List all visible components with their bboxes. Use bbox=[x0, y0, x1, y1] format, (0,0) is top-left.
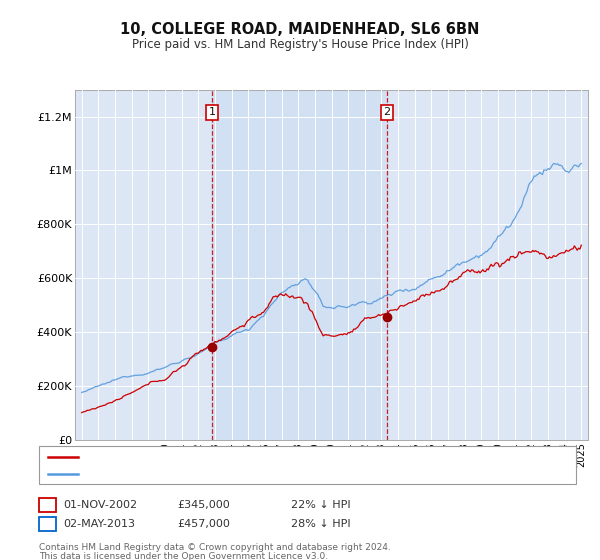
Text: £457,000: £457,000 bbox=[177, 519, 230, 529]
Text: 28% ↓ HPI: 28% ↓ HPI bbox=[291, 519, 350, 529]
Text: £345,000: £345,000 bbox=[177, 500, 230, 510]
Text: 1: 1 bbox=[44, 500, 51, 510]
Text: 1: 1 bbox=[209, 108, 215, 118]
Text: Price paid vs. HM Land Registry's House Price Index (HPI): Price paid vs. HM Land Registry's House … bbox=[131, 38, 469, 50]
Text: 22% ↓ HPI: 22% ↓ HPI bbox=[291, 500, 350, 510]
Text: 01-NOV-2002: 01-NOV-2002 bbox=[63, 500, 137, 510]
Text: 10, COLLEGE ROAD, MAIDENHEAD, SL6 6BN: 10, COLLEGE ROAD, MAIDENHEAD, SL6 6BN bbox=[121, 22, 479, 38]
Text: 2: 2 bbox=[44, 519, 51, 529]
Text: 02-MAY-2013: 02-MAY-2013 bbox=[63, 519, 135, 529]
Text: HPI: Average price, detached house, Windsor and Maidenhead: HPI: Average price, detached house, Wind… bbox=[84, 469, 395, 479]
Text: 10, COLLEGE ROAD, MAIDENHEAD, SL6 6BN (detached house): 10, COLLEGE ROAD, MAIDENHEAD, SL6 6BN (d… bbox=[84, 452, 395, 462]
Text: Contains HM Land Registry data © Crown copyright and database right 2024.: Contains HM Land Registry data © Crown c… bbox=[39, 543, 391, 552]
Text: This data is licensed under the Open Government Licence v3.0.: This data is licensed under the Open Gov… bbox=[39, 552, 328, 560]
Bar bbox=[212, 90, 387, 440]
Text: 2: 2 bbox=[383, 108, 391, 118]
